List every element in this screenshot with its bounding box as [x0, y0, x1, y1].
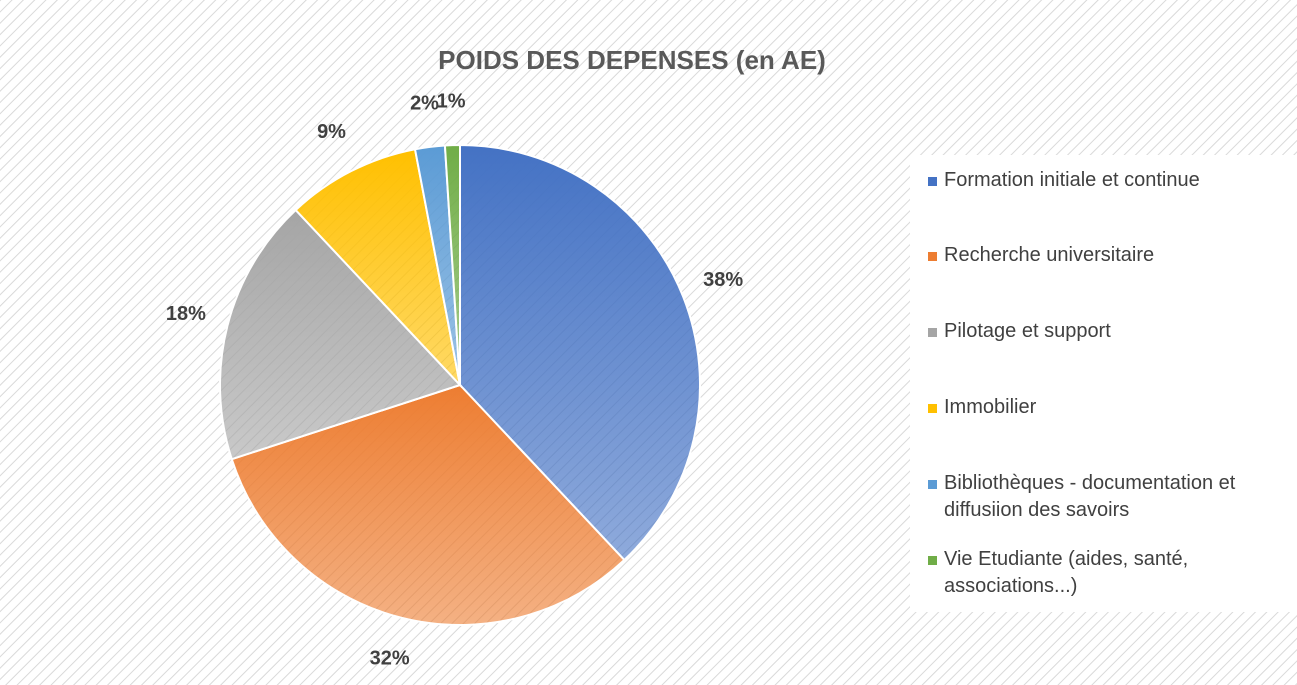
data-label: 18%	[166, 303, 206, 325]
legend-item: Vie Etudiante (aides, santé, association…	[928, 546, 1297, 600]
legend-item: Pilotage et support	[928, 318, 1297, 345]
pie-slice	[219, 208, 462, 461]
legend-label: Formation initiale et continue	[944, 169, 1200, 191]
legend-swatch	[928, 252, 937, 261]
legend-swatch	[928, 328, 937, 337]
legend-swatch	[928, 404, 937, 413]
legend-swatch	[928, 480, 937, 489]
legend-label: Pilotage et support	[944, 320, 1111, 342]
pie-slice	[459, 143, 701, 562]
legend-swatch	[928, 177, 937, 186]
legend-item: Recherche universitaire	[928, 242, 1297, 269]
pie-slice	[230, 383, 626, 626]
chart-title: POIDS DES DEPENSES (en AE)	[438, 45, 826, 75]
legend-label: Immobilier	[944, 396, 1037, 418]
legend-item: Immobilier	[928, 394, 1297, 421]
data-label: 32%	[370, 647, 410, 669]
legend-label: Bibliothèques - documentation et diffusi…	[944, 472, 1236, 521]
legend-label: Vie Etudiante (aides, santé, association…	[944, 548, 1189, 597]
legend-item: Formation initiale et continue	[928, 167, 1297, 194]
legend-label: Recherche universitaire	[944, 244, 1155, 266]
data-label: 38%	[703, 269, 743, 291]
pie-slice	[443, 143, 461, 386]
legend-item: Bibliothèques - documentation et diffusi…	[928, 470, 1297, 524]
data-label: 2%	[410, 93, 439, 115]
pie-slice	[294, 148, 462, 389]
data-label: 1%	[437, 90, 466, 112]
legend-swatch	[928, 556, 937, 565]
data-label: 9%	[317, 121, 346, 143]
legend: Formation initiale et continue Recherche …	[910, 155, 1297, 612]
